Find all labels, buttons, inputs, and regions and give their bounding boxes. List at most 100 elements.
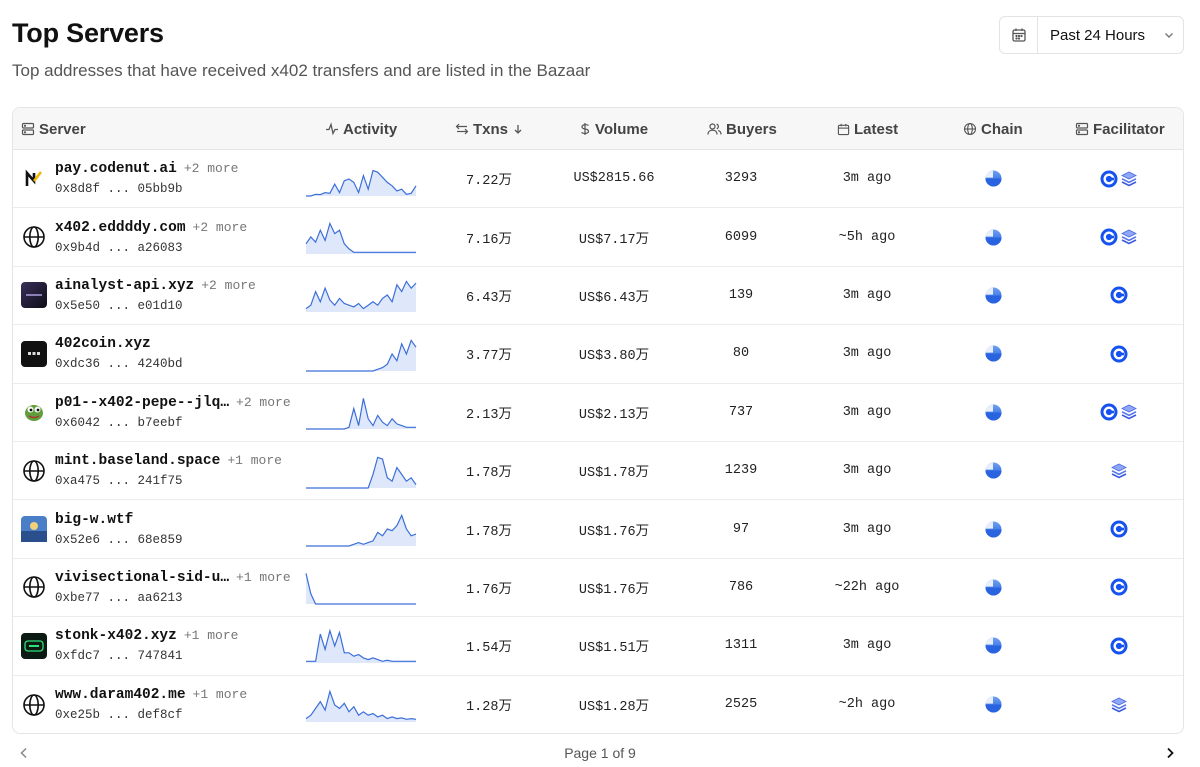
server-address[interactable]: 0xa475 ... 241f75 [55,474,183,489]
server-name[interactable]: x402.eddddy.com [55,219,186,236]
base-chain-icon [943,208,1043,265]
server-cell[interactable]: big-w.wtf 0x52e6 ... 68e859 [21,500,301,557]
server-name[interactable]: www.daram402.me [55,687,186,704]
server-address[interactable]: 0x8d8f ... 05bb9b [55,182,183,197]
time-range-picker[interactable]: Past 24 Hours [999,16,1184,54]
txns-value: 1.78万 [466,466,512,482]
column-activity[interactable]: Activity [325,108,397,150]
chevron-right-icon[interactable] [1160,743,1180,763]
address-end: aa6213 [137,590,183,605]
server-name[interactable]: p01--x402-pepe--jlq… [55,394,230,411]
column-activity-label: Activity [343,120,398,138]
time-range-label[interactable]: Past 24 Hours [1050,26,1146,44]
latest-value: ~22h ago [834,579,900,595]
table-row[interactable]: vivisectional-sid-u… +1 more 0xbe77 ... … [13,559,1183,618]
column-server[interactable]: Server [21,108,86,150]
more-urls-link[interactable]: +2 more [201,277,256,293]
sparkline-area [306,170,416,196]
column-facilitator[interactable]: Facilitator [1075,108,1165,150]
table-row[interactable]: x402.eddddy.com +2 more 0x9b4d ... a2608… [13,208,1183,267]
table-row[interactable]: 402coin.xyz 0xdc36 ... 4240bd 3.77万 US$3… [13,325,1183,384]
facilitator-cell [1069,208,1169,265]
server-cell[interactable]: mint.baseland.space +1 more 0xa475 ... 2… [21,442,301,499]
txns-value: 1.76万 [466,582,512,598]
chevron-down-icon[interactable] [1155,29,1183,41]
activity-sparkline [305,280,417,313]
txns-value: 1.78万 [466,524,512,540]
server-name[interactable]: ainalyst-api.xyz [55,277,195,294]
activity-cell [305,559,417,616]
calendar-icon[interactable] [1000,17,1038,53]
address-start: 0xfdc7 [55,649,101,664]
server-cell[interactable]: p01--x402-pepe--jlq… +2 more 0x6042 ... … [21,384,301,441]
layers-icon [1120,403,1138,421]
column-chain[interactable]: Chain [963,108,1023,150]
column-volume[interactable]: Volume [579,108,648,150]
table-row[interactable]: stonk-x402.xyz +1 more 0xfdc7 ... 747841… [13,617,1183,676]
activity-icon [326,122,338,136]
table-body: pay.codenut.ai +2 more 0x8d8f ... 05bb9b… [13,150,1183,733]
server-address[interactable]: 0x9b4d ... a26083 [55,240,183,255]
more-urls-link[interactable]: +1 more [227,453,282,469]
more-urls-link[interactable]: +2 more [192,219,248,235]
facilitator-cell [1069,500,1169,557]
globe-small-icon [963,122,977,136]
server-name[interactable]: stonk-x402.xyz [55,628,177,645]
ainalyst-logo [21,282,47,309]
server-name[interactable]: mint.baseland.space [55,453,221,470]
server-cell[interactable]: x402.eddddy.com +2 more 0x9b4d ... a2608… [21,208,301,265]
buyers-value: 786 [728,579,754,595]
base-chain-icon [943,676,1043,733]
chevron-left-icon[interactable] [14,743,34,763]
server-address[interactable]: 0xe25b ... def8cf [55,708,183,723]
buyers-value: 6099 [724,229,758,245]
table-row[interactable]: p01--x402-pepe--jlq… +2 more 0x6042 ... … [13,384,1183,442]
server-address[interactable]: 0x52e6 ... 68e859 [55,532,183,547]
server-cell[interactable]: www.daram402.me +1 more 0xe25b ... def8c… [21,676,301,733]
sparkline-area [306,457,416,488]
table-row[interactable]: mint.baseland.space +1 more 0xa475 ... 2… [13,442,1183,501]
facilitator-cell [1069,325,1169,382]
server-cell[interactable]: ainalyst-api.xyz +2 more 0x5e50 ... e01d… [21,267,301,324]
sparkline-line [305,689,417,720]
server-cell[interactable]: 402coin.xyz 0xdc36 ... 4240bd [21,325,301,382]
column-chain-label: Chain [981,120,1023,138]
sort-down-icon[interactable] [512,123,524,135]
activity-cell [305,267,417,324]
column-txns[interactable]: Txns [455,108,524,150]
table-row[interactable]: www.daram402.me +1 more 0xe25b ... def8c… [13,676,1183,733]
column-buyers[interactable]: Buyers [707,108,777,150]
address-start: 0x52e6 [55,532,101,547]
more-urls-link[interactable]: +1 more [192,687,248,703]
table-row[interactable]: big-w.wtf 0x52e6 ... 68e859 1.78万 US$1.7… [13,500,1183,559]
table-header: Server Activity Txns Volume Buyers Lates… [13,108,1183,150]
latest-value: ~5h ago [838,229,896,245]
table-row[interactable]: pay.codenut.ai +2 more 0x8d8f ... 05bb9b… [13,150,1183,209]
more-urls-link[interactable]: +1 more [183,628,239,644]
server-cell[interactable]: vivisectional-sid-u… +1 more 0xbe77 ... … [21,559,301,616]
table-row[interactable]: ainalyst-api.xyz +2 more 0x5e50 ... e01d… [13,267,1183,326]
server-cell[interactable]: stonk-x402.xyz +1 more 0xfdc7 ... 747841 [21,617,301,674]
server-address[interactable]: 0xdc36 ... 4240bd [55,357,183,372]
server-address[interactable]: 0x5e50 ... e01d10 [55,298,183,313]
column-latest[interactable]: Latest [837,108,898,150]
more-urls-link[interactable]: +1 more [236,569,291,585]
globe-icon [21,224,47,250]
volume-value: US$2815.66 [573,171,655,187]
address-end: def8cf [137,708,183,723]
server-cell[interactable]: pay.codenut.ai +2 more 0x8d8f ... 05bb9b [21,150,301,207]
server-name[interactable]: 402coin.xyz [55,336,151,353]
more-urls-link[interactable]: +2 more [236,394,291,410]
server-name[interactable]: big-w.wtf [55,511,134,528]
more-urls-link[interactable]: +2 more [183,161,239,177]
server-address[interactable]: 0xfdc7 ... 747841 [55,649,183,664]
server-address[interactable]: 0x6042 ... b7eebf [55,415,183,430]
server-name[interactable]: pay.codenut.ai [55,161,177,178]
activity-cell [305,676,417,733]
server-name[interactable]: vivisectional-sid-u… [55,569,230,586]
server-address[interactable]: 0xbe77 ... aa6213 [55,590,183,605]
sparkline-area [306,573,416,605]
activity-cell [305,325,417,382]
latest-value: 3m ago [842,521,892,537]
txns-value: 3.77万 [466,349,512,365]
